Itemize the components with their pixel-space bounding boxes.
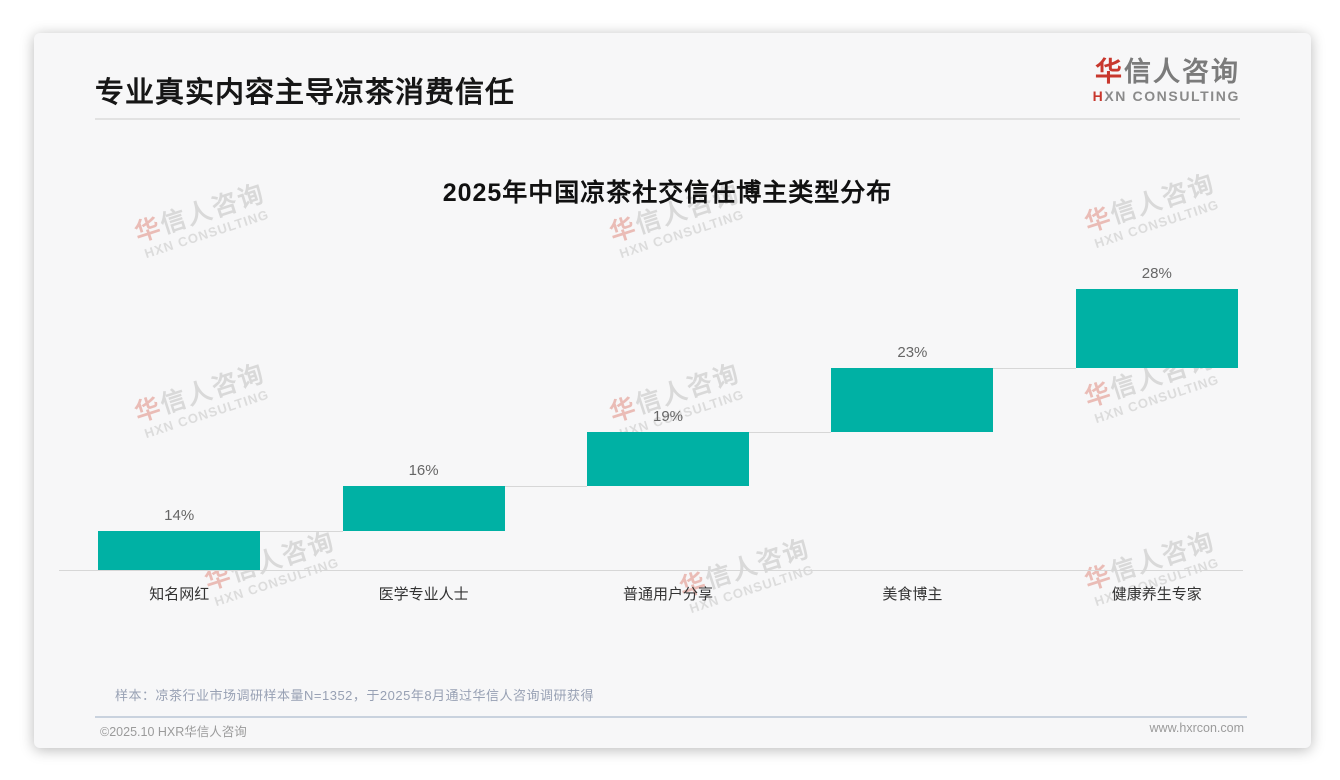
brand-logo: 华信人咨询 HXN CONSULTING [1093,57,1240,105]
bar-value-label: 19% [652,408,684,426]
copyright-text: ©2025.10 HXR华信人咨询 [100,725,247,739]
x-axis-line [59,570,1243,571]
waterfall-bar [98,530,261,570]
brand-logo-zh-rest: 信人咨询 [1124,57,1240,87]
report-card: 华信人咨询 HXN CONSULTING 华信人咨询 HXN CONSULTING 华信… [34,33,1311,748]
waterfall-bar [1075,289,1238,368]
waterfall-connector [260,530,343,532]
bar-value-label: 16% [408,461,439,479]
sample-note: 样本：凉茶行业市场调研样本量N=1352，于2025年8月通过华信人咨询调研获得 [115,688,595,703]
waterfall-chart: 14% 知名网红 16% 医学专业人士 19% 普通用户分享 23% 美食博主 28% 健康养生专… [57,193,1279,638]
category-label: 医学专业人士 [378,586,469,603]
website-url: www.hxrcon.com [1149,721,1244,735]
waterfall-bar [587,432,749,486]
category-label: 知名网红 [149,586,210,603]
category-label: 美食博主 [882,586,943,603]
bar-value-label: 23% [897,343,928,361]
brand-logo-en-accent: H [1092,88,1105,104]
footer-divider [95,716,1247,718]
waterfall-bar [831,367,994,433]
brand-logo-accent-char: 华 [1095,57,1124,87]
page-title: 专业真实内容主导凉茶消费信任 [95,77,516,109]
category-label: 健康养生专家 [1111,586,1202,603]
waterfall-connector [993,367,1076,369]
waterfall-connector [749,432,832,434]
brand-logo-english: HXN CONSULTING [1093,87,1240,105]
waterfall-connector [504,485,587,487]
chart-title: 2025年中国凉茶社交信任博主类型分布 [442,179,893,207]
header-divider [95,118,1240,120]
bar-value-label: 28% [1141,265,1172,282]
brand-logo-en-rest: XN CONSULTING [1104,88,1240,104]
brand-logo-chinese: 华信人咨询 [1093,57,1240,87]
category-label: 普通用户分享 [622,586,713,603]
waterfall-bar [342,485,505,531]
bar-value-label: 14% [164,506,195,524]
page-footer: ©2025.10 HXR华信人咨询 www.hxrcon.com [100,721,1244,740]
